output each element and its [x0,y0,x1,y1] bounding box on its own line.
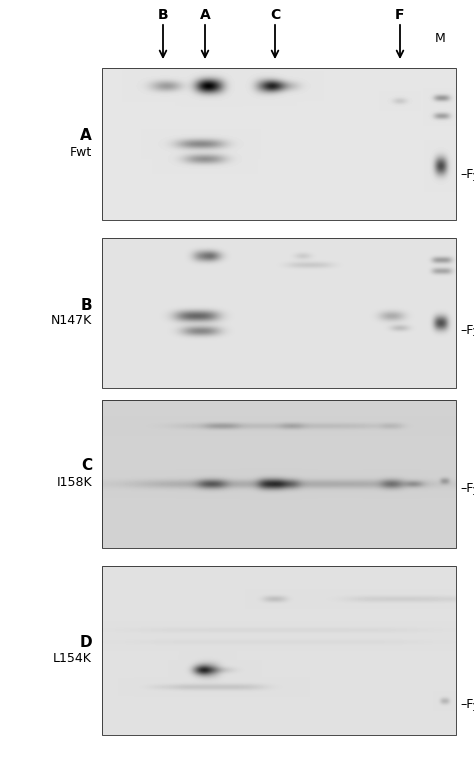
Text: A: A [200,8,210,22]
Bar [102,68,456,220]
Text: C: C [81,459,92,473]
Text: 1: 1 [472,703,474,713]
Bar [102,566,456,735]
Text: –F: –F [460,482,474,496]
Bar [102,400,456,548]
Text: D: D [79,635,92,650]
Text: L154K: L154K [53,652,92,665]
Text: –F: –F [460,323,474,337]
Text: Fwt: Fwt [70,145,92,158]
Text: –F: –F [460,169,474,182]
Text: F: F [395,8,405,22]
Text: A: A [80,129,92,144]
Text: B: B [158,8,168,22]
Bar [102,238,456,388]
Text: B: B [81,298,92,313]
Text: –F: –F [460,699,474,712]
Text: 1: 1 [472,173,474,183]
Text: I158K: I158K [56,475,92,488]
Text: N147K: N147K [51,314,92,328]
Text: 1: 1 [472,487,474,497]
Text: M: M [435,32,446,45]
Text: C: C [270,8,280,22]
Text: 1: 1 [472,328,474,338]
